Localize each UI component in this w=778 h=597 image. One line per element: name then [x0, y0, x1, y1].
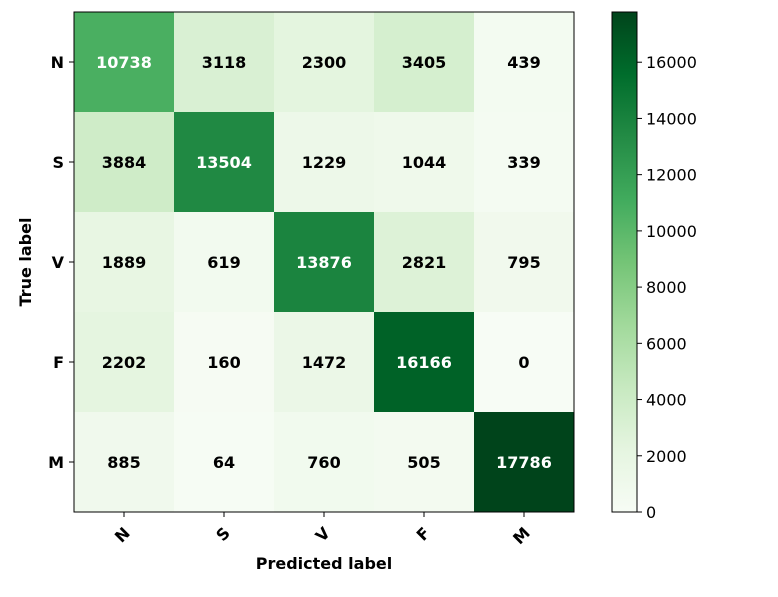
colorbar-tick-label: 4000 — [646, 391, 687, 410]
colorbar-tick-label: 8000 — [646, 278, 687, 297]
heatmap-cell — [74, 212, 175, 313]
y-axis-label: True label — [16, 218, 35, 307]
heatmap-cell — [74, 12, 175, 113]
cell-value-label: 1044 — [402, 153, 447, 172]
heatmap-cell — [374, 412, 475, 513]
colorbar-tick-label: 6000 — [646, 334, 687, 353]
heatmap-cell — [274, 212, 375, 313]
x-axis-label: Predicted label — [256, 554, 392, 573]
heatmap-cell — [74, 312, 175, 413]
colorbar — [611, 11, 638, 513]
heatmap-cell — [174, 312, 275, 413]
heatmap-cell — [474, 412, 575, 513]
y-tick-label: V — [52, 253, 65, 272]
colorbar-tick-label: 2000 — [646, 447, 687, 466]
x-tick-label: V — [312, 523, 335, 546]
heatmap-cell — [274, 112, 375, 213]
x-tick-label: N — [111, 523, 134, 546]
cell-value-label: 10738 — [96, 53, 152, 72]
heatmap-cell — [474, 112, 575, 213]
cell-value-label: 160 — [207, 353, 240, 372]
y-tick-label: F — [53, 353, 64, 372]
heatmap-cell — [74, 112, 175, 213]
x-tick-label: F — [413, 523, 434, 544]
y-tick-label: S — [52, 153, 64, 172]
heatmap-cell — [374, 12, 475, 113]
colorbar-tick-label: 16000 — [646, 53, 697, 72]
cell-value-label: 1472 — [302, 353, 347, 372]
cell-value-label: 17786 — [496, 453, 552, 472]
heatmap-cell — [474, 212, 575, 313]
cell-value-label: 2202 — [102, 353, 147, 372]
heatmap-cell-labels: 10738 3118 2300 3405 439 3884 13504 1229 1044 339… — [96, 53, 552, 472]
cell-value-label: 505 — [407, 453, 440, 472]
heatmap-cell — [374, 112, 475, 213]
cell-value-label: 619 — [207, 253, 240, 272]
y-axis-ticks: N S V F M — [48, 53, 74, 472]
heatmap-cell — [174, 212, 275, 313]
heatmap-cell — [74, 412, 175, 513]
cell-value-label: 13504 — [196, 153, 252, 172]
cell-value-label: 3884 — [102, 153, 147, 172]
y-tick-label: N — [51, 53, 64, 72]
colorbar-tick-label: 10000 — [646, 222, 697, 241]
cell-value-label: 16166 — [396, 353, 452, 372]
heatmap-cell — [374, 212, 475, 313]
cell-value-label: 760 — [307, 453, 340, 472]
heatmap-cells — [74, 12, 575, 513]
x-tick-label: S — [212, 523, 234, 545]
heatmap-cell — [474, 312, 575, 413]
heatmap-cell — [174, 412, 275, 513]
y-tick-label: M — [48, 453, 64, 472]
heatmap-cell — [174, 112, 275, 213]
cell-value-label: 339 — [507, 153, 540, 172]
colorbar-tick-label: 14000 — [646, 109, 697, 128]
colorbar-tick-label: 0 — [646, 503, 656, 522]
cell-value-label: 64 — [213, 453, 235, 472]
cell-value-label: 3405 — [402, 53, 447, 72]
cell-value-label: 885 — [107, 453, 140, 472]
heatmap-cell — [274, 12, 375, 113]
colorbar-tick-label: 12000 — [646, 166, 697, 185]
cell-value-label: 13876 — [296, 253, 352, 272]
x-tick-label: M — [509, 523, 534, 548]
heatmap-cell — [374, 312, 475, 413]
cell-value-label: 1229 — [302, 153, 347, 172]
cell-value-label: 0 — [518, 353, 529, 372]
cell-value-label: 2300 — [302, 53, 347, 72]
cell-value-label: 439 — [507, 53, 540, 72]
heatmap-cell — [274, 312, 375, 413]
heatmap-cell — [274, 412, 375, 513]
heatmap-cell — [474, 12, 575, 113]
colorbar-ticks: 0 2000 4000 6000 8000 10000 12000 14000 16000 — [637, 53, 697, 522]
cell-value-label: 795 — [507, 253, 540, 272]
cell-value-label: 1889 — [102, 253, 147, 272]
heatmap-cell — [174, 12, 275, 113]
cell-value-label: 3118 — [202, 53, 247, 72]
cell-value-label: 2821 — [402, 253, 447, 272]
